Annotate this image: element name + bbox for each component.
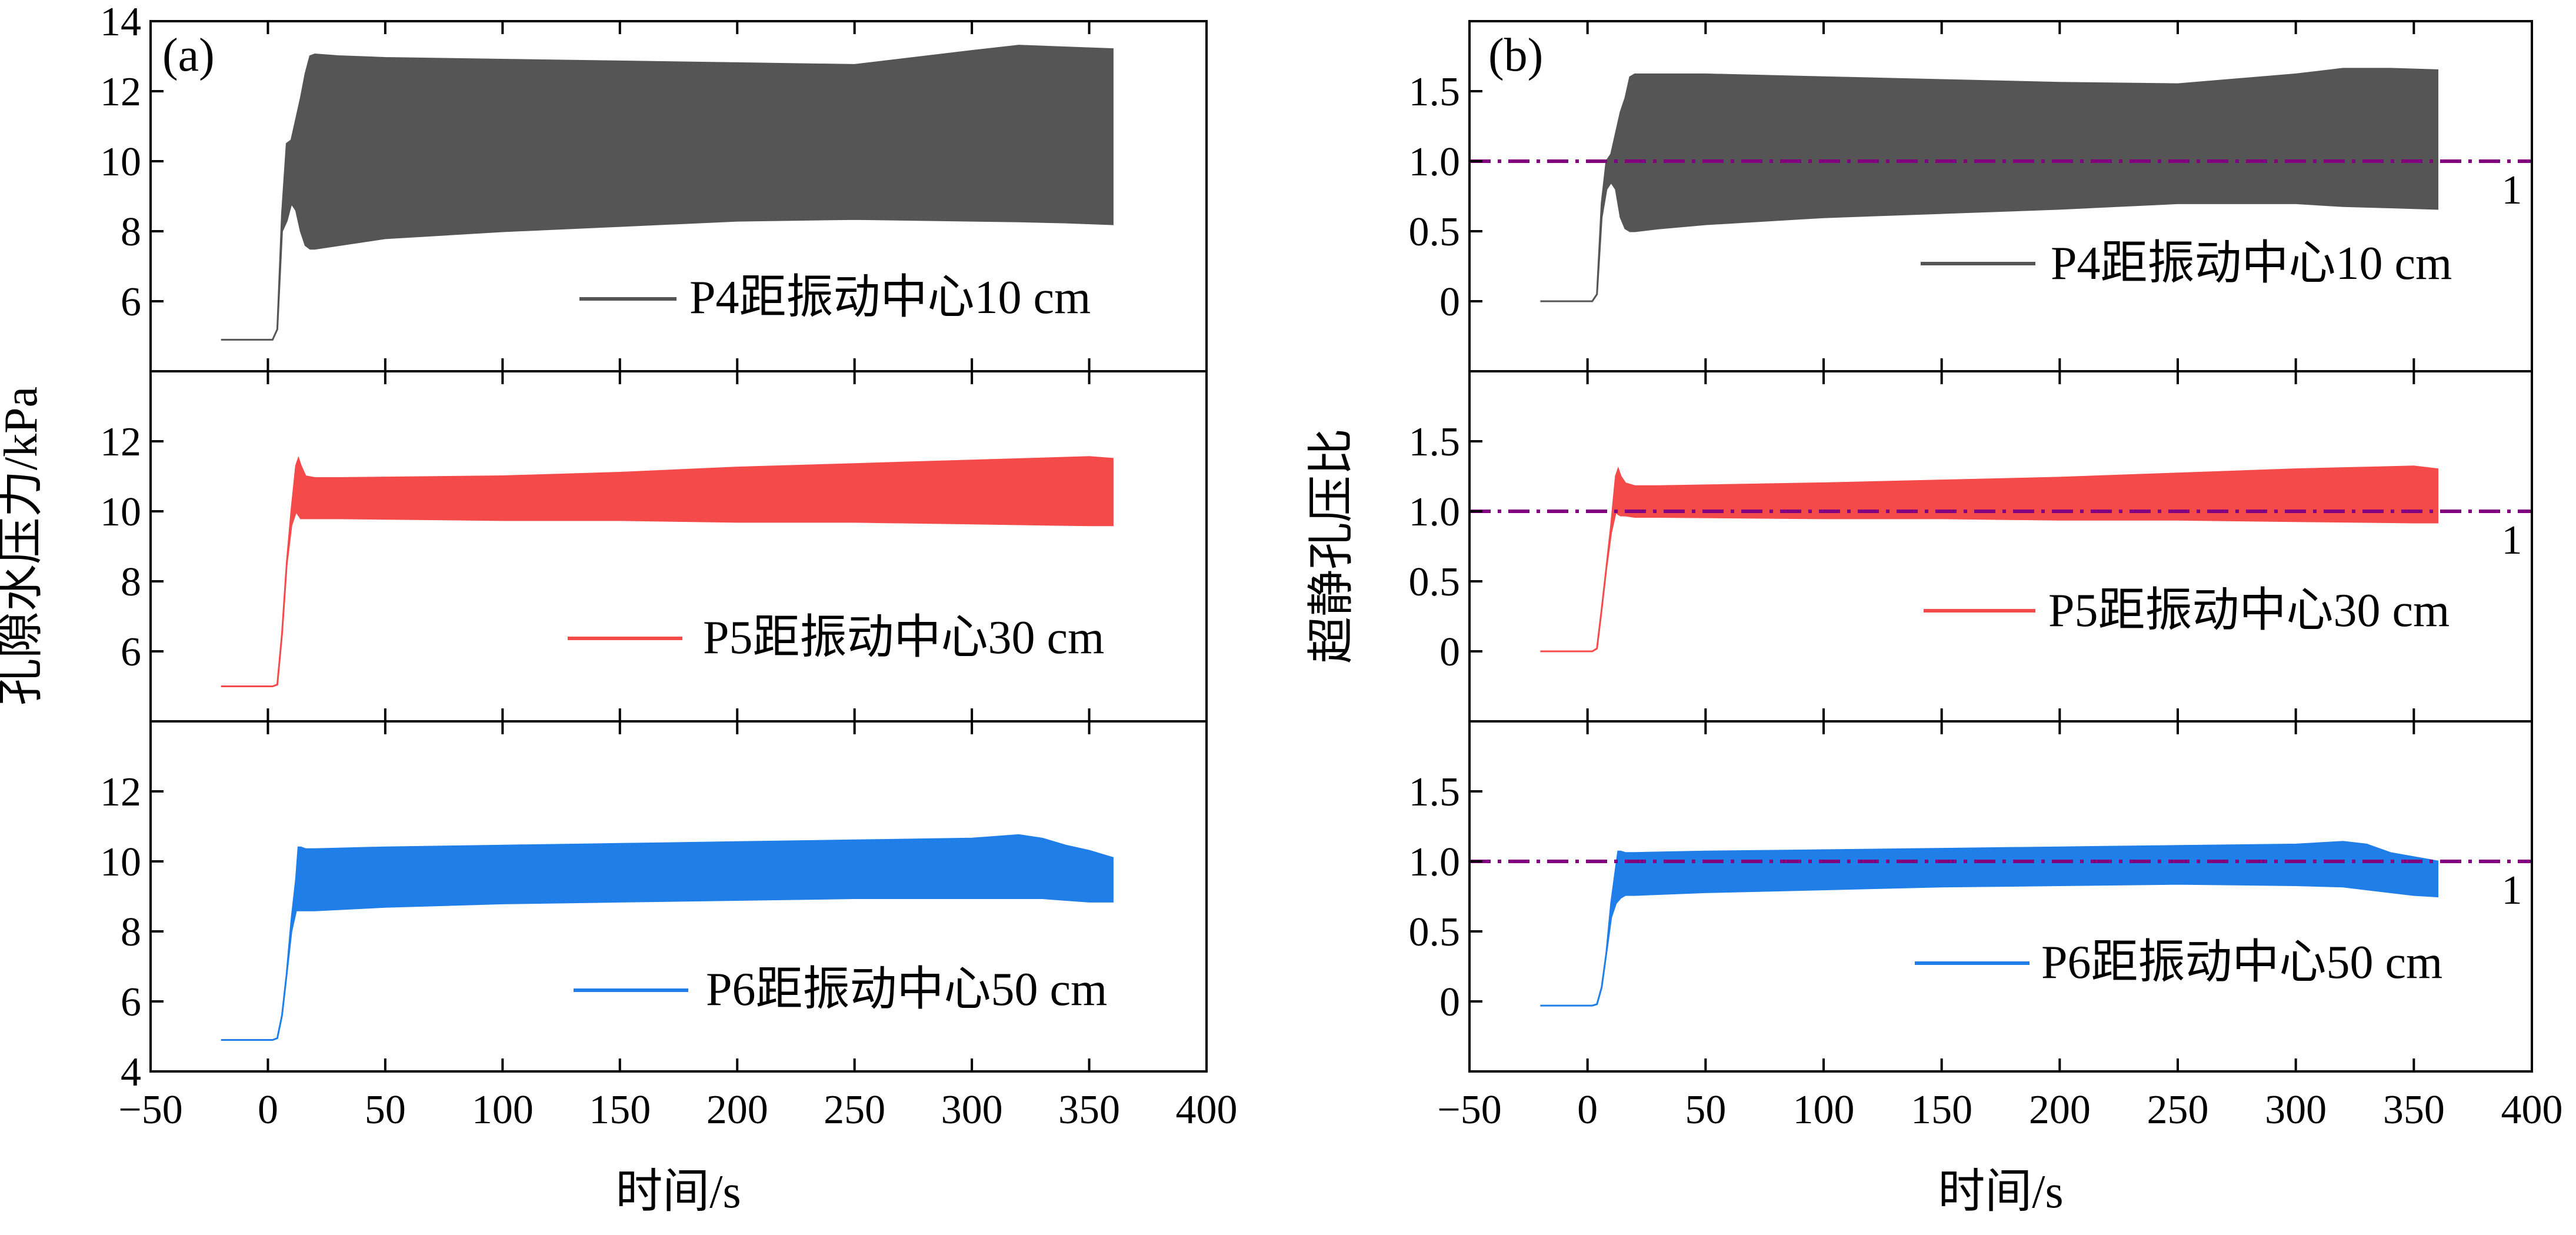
- panel-a-p6-y-tick-label: 10: [100, 840, 141, 885]
- panel-a: 6 8 10 12 14 P4距振动中心10 cm (a) 6 8 10 12 P5距振动中心…: [0, 0, 1238, 1218]
- panel-a-subplot-p6-frame: [149, 720, 1208, 1073]
- panel-a-p6-y-tick-label: 6: [121, 980, 141, 1025]
- panel-b-p6-y-tick-label: 0.5: [1409, 910, 1461, 955]
- panel-a-x-tick-labels: −50 0 50 100 150 200 250 300 350 400: [118, 1087, 1237, 1133]
- panel-a-x-tick-label: 300: [941, 1087, 1003, 1133]
- panel-a-p6-y-tick-label: 12: [100, 770, 141, 815]
- panel-b-p5-reference-label: 1: [2502, 518, 2522, 563]
- panel-a-p4-legend-label: P4距振动中心10 cm: [689, 272, 1091, 324]
- panel-a-x-tick-label: 400: [1176, 1087, 1238, 1133]
- panel-b-p6-legend-label: P6距振动中心50 cm: [2041, 937, 2442, 988]
- panel-a-p4-y-tick-label: 14: [100, 0, 141, 45]
- panel-a-subplot-p4: 6 8 10 12 14 P4距振动中心10 cm (a): [100, 0, 1208, 372]
- panel-b-subplot-p5: 1 0 0.5 1.0 1.5 P5距振动中心30 cm: [1409, 370, 2533, 723]
- panel-a-p6-y-tick-label: 4: [121, 1050, 141, 1095]
- panel-a-p4-series-band: [221, 45, 1114, 341]
- panel-b-x-tick-label: 400: [2501, 1087, 2563, 1133]
- panel-b-p5-y-tick-label: 0: [1439, 630, 1460, 675]
- panel-b-x-tick-label: 100: [1793, 1087, 1855, 1133]
- panel-b-x-tick-label: 250: [2147, 1087, 2209, 1133]
- panel-b-x-tick-label: 50: [1685, 1087, 1726, 1133]
- panel-a-x-axis-title: 时间/s: [615, 1166, 741, 1218]
- panel-a-p6-y-tick-label: 8: [121, 910, 141, 955]
- panel-a-x-tick-label: 100: [472, 1087, 534, 1133]
- panel-b-y-axis-title: 超静孔压比: [1306, 428, 1358, 664]
- panel-b-x-tick-label: 200: [2029, 1087, 2091, 1133]
- panel-b-p4-series-band: [1540, 68, 2438, 302]
- panel-b-subplot-p6-frame: [1468, 720, 2533, 1073]
- panel-a-x-tick-label: 250: [824, 1087, 885, 1133]
- panel-b-p5-y-tick-label: 1.0: [1409, 490, 1461, 535]
- panel-b-x-tick-label: −50: [1437, 1087, 1501, 1133]
- panel-a-p5-y-tick-label: 6: [121, 630, 141, 675]
- panel-b-p5-y-tick-label: 1.5: [1409, 420, 1461, 465]
- panel-b-x-tick-label: 150: [1911, 1087, 1972, 1133]
- panel-b-p4-y-tick-label: 0: [1439, 279, 1460, 325]
- panel-a-p5-series-band: [221, 456, 1114, 687]
- panel-b-p4-legend-label: P4距振动中心10 cm: [2051, 238, 2452, 289]
- panel-b: 1 00.51.01.5 P4距振动中心10 cm (b) 1 00.51.01…: [1306, 20, 2563, 1218]
- panel-b-p6-y-tick-label: 1.0: [1409, 840, 1461, 885]
- panel-a-p4-y-tick-label: 6: [121, 279, 141, 325]
- panel-b-subplot-p6: 1 0 0.5 1.0 1.5 P6距振动中心50 cm: [1409, 720, 2533, 1073]
- panel-b-p6-y-tick-label: 1.5: [1409, 770, 1461, 815]
- panel-a-p5-legend-label: P5距振动中心30 cm: [703, 612, 1104, 664]
- panel-a-p4-y-tick-label: 12: [100, 69, 141, 115]
- panel-a-p5-y-tick-label: 12: [100, 420, 141, 465]
- panel-b-x-tick-labels: −50 0 50 100 150 200 250 300 350 400: [1437, 1087, 2562, 1133]
- panel-b-p6-reference-label: 1: [2502, 868, 2522, 913]
- panel-a-x-tick-label: 50: [365, 1087, 406, 1133]
- panel-a-p5-y-tick-label: 8: [121, 560, 141, 605]
- panel-a-p6-series-band: [221, 834, 1114, 1041]
- panel-a-p4-y-tick-label: 8: [121, 209, 141, 255]
- panel-a-subplot-p6: 4 6 8 10 12 P6距振动中心50 cm: [100, 720, 1208, 1095]
- panel-a-p5-y-tick-label: 10: [100, 490, 141, 535]
- panel-b-p5-legend-label: P5距振动中心30 cm: [2048, 585, 2450, 637]
- panel-a-p4-y-tick-label: 10: [100, 139, 141, 185]
- panel-b-p4-y-tick-label: 1.5: [1409, 69, 1461, 115]
- panel-a-y-axis-title: 孔隙水压力/kPa: [0, 387, 47, 705]
- panel-b-x-axis-title: 时间/s: [1938, 1166, 2063, 1218]
- panel-b-p5-y-tick-label: 0.5: [1409, 560, 1461, 605]
- panel-b-x-tick-label: 350: [2383, 1087, 2445, 1133]
- panel-a-x-tick-label: 200: [707, 1087, 768, 1133]
- panel-a-p6-legend-label: P6距振动中心50 cm: [706, 964, 1107, 1016]
- panel-b-p4-y-tick-label: 0.5: [1409, 209, 1461, 255]
- panel-b-p4-y-tick-label: 1.0: [1409, 139, 1461, 185]
- panel-a-x-tick-label: 150: [589, 1087, 651, 1133]
- panel-a-x-tick-label: 350: [1058, 1087, 1120, 1133]
- panel-b-p6-y-tick-label: 0: [1439, 980, 1460, 1025]
- panel-a-x-tick-label: −50: [118, 1087, 182, 1133]
- panel-a-x-tick-label: 0: [258, 1087, 278, 1133]
- panel-b-x-tick-label: 300: [2265, 1087, 2327, 1133]
- panel-b-p6-series-band: [1540, 841, 2438, 1007]
- panel-b-x-tick-label: 0: [1577, 1087, 1598, 1133]
- panel-b-p4-reference-label: 1: [2502, 168, 2522, 213]
- panel-a-label: (a): [162, 29, 215, 81]
- panel-b-label: (b): [1488, 29, 1543, 81]
